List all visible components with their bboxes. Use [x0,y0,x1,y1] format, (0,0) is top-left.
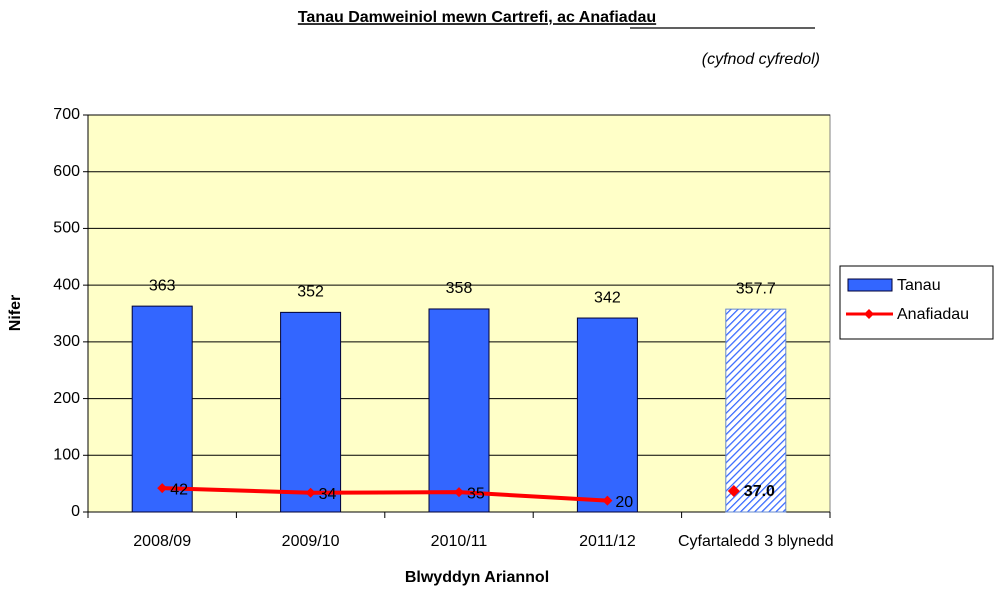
x-tick-label: 2011/12 [579,533,636,550]
y-tick-label: 600 [53,163,80,180]
legend-label: Anafiadau [897,306,969,323]
line-value-label: 42 [170,481,188,498]
line-value-label: 37.0 [744,483,775,500]
line-marker [454,487,464,498]
bar [725,308,787,513]
line-value-label: 35 [467,485,485,502]
y-tick-label: 300 [53,333,80,350]
bar [428,308,490,513]
bar-value-label: 352 [297,284,324,301]
chart-title: Tanau Damweiniol mewn Cartrefi, ac Anafi… [298,9,656,26]
bar-value-label: 357.7 [736,280,776,297]
y-tick-label: 0 [71,503,80,520]
line-marker [305,487,316,498]
subtitle: (cyfnod cyfredol) [702,51,820,68]
legend-swatch [864,309,874,319]
y-tick-label: 700 [53,106,80,123]
line-marker [157,483,168,494]
y-tick-label: 200 [53,390,80,407]
line-marker [727,485,740,498]
x-tick-label: 2009/10 [282,533,340,550]
line-value-label: 34 [319,486,337,503]
x-tick-label: 2008/09 [133,533,191,550]
y-tick-label: 500 [53,220,80,237]
legend [839,265,994,340]
bar-value-label: 358 [446,280,473,297]
bar-value-label: 342 [594,289,621,306]
legend-label: Tanau [897,277,941,294]
line-marker [602,495,613,506]
y-tick-label: 400 [53,276,80,293]
bar [131,305,193,513]
bar [576,317,638,513]
y-tick-label: 100 [53,447,80,464]
legend-swatch [847,278,893,292]
x-axis-label: Blwyddyn Ariannol [405,569,549,586]
line [162,486,608,503]
x-tick-label: Cyfartaledd 3 blynedd [678,533,834,550]
bar [280,311,342,513]
line-value-label: 20 [615,494,633,511]
y-axis-label: Nifer [7,295,24,331]
bar-value-label: 363 [149,277,176,294]
x-tick-label: 2010/11 [431,533,488,550]
